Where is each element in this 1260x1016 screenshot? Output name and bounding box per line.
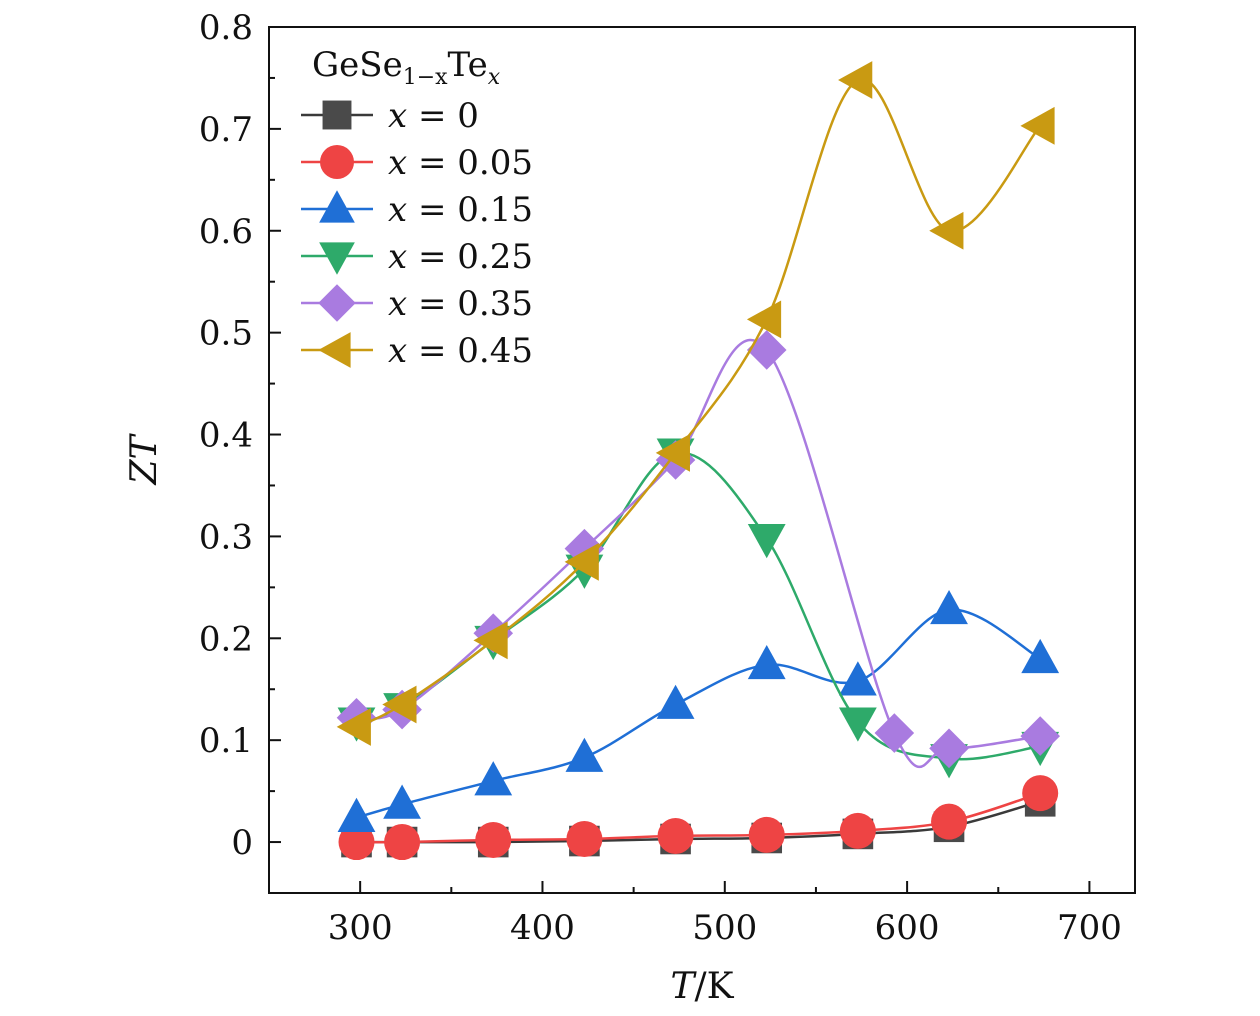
series-curve — [356, 608, 1041, 819]
legend-title: GeSe1−xTex — [312, 45, 501, 90]
legend-label: x = 0 — [388, 96, 479, 136]
x-tick-label: 700 — [1057, 908, 1122, 948]
triangle-left-marker — [318, 332, 351, 368]
circle-marker — [475, 822, 512, 859]
triangle-up-marker — [656, 684, 695, 719]
y-tick-label: 0.4 — [199, 416, 253, 456]
y-tick-label: 0.1 — [199, 721, 253, 761]
diamond-marker — [1020, 716, 1060, 756]
series-curve — [356, 339, 1041, 769]
triangle-left-marker — [838, 61, 873, 99]
y-tick-label: 0.6 — [199, 212, 253, 252]
series-curve — [356, 451, 1041, 761]
triangle-left-marker — [929, 211, 964, 250]
triangle-down-marker — [747, 524, 786, 559]
triangle-left-marker — [746, 300, 782, 339]
triangle-up-marker — [337, 797, 376, 833]
legend: GeSe1−xTex x = 0 x = 0.05 x = 0.15 x = 0.25… — [301, 45, 533, 371]
triangle-down-marker — [838, 707, 877, 742]
legend-label: x = 0.15 — [388, 190, 533, 230]
triangle-left-marker — [473, 621, 508, 660]
triangle-left-marker — [564, 542, 599, 581]
x-tick-label: 300 — [328, 908, 393, 948]
legend-entry: x = 0.45 — [301, 331, 533, 371]
triangle-up-marker — [319, 190, 355, 223]
y-tick-label: 0.8 — [199, 8, 253, 48]
series-triangle-up — [337, 589, 1060, 833]
x-tick-label: 400 — [510, 908, 575, 948]
y-tick-label: 0.7 — [199, 110, 253, 150]
y-tick-label: 0.3 — [199, 517, 253, 557]
axes: 300 400 500 600 700 0 0.1 0.2 0.3 0.4 0.5 0.6 0.7 0.… — [124, 8, 1136, 1007]
circle-marker — [1022, 775, 1059, 812]
y-tick-label: 0.2 — [199, 619, 253, 659]
legend-entry: x = 0.05 — [301, 143, 533, 183]
x-tick-label: 500 — [692, 908, 757, 948]
diamond-marker — [874, 713, 915, 753]
diamond-marker — [318, 284, 356, 322]
y-axis-title: ZT — [124, 433, 165, 486]
circle-marker — [320, 145, 354, 179]
x-tick-label: 600 — [875, 908, 940, 948]
circle-marker — [384, 824, 421, 861]
circle-marker — [839, 812, 876, 849]
series-diamond — [336, 330, 1060, 769]
legend-label: x = 0.05 — [388, 143, 533, 183]
y-tick-label: 0.5 — [199, 314, 253, 354]
series-circle — [338, 775, 1059, 861]
legend-label: x = 0.45 — [388, 331, 533, 371]
triangle-up-marker — [930, 589, 968, 625]
circle-marker — [338, 824, 375, 861]
legend-label: x = 0.35 — [388, 284, 533, 324]
x-axis-title: T/K — [670, 966, 734, 1007]
triangle-up-marker — [838, 661, 877, 696]
series-triangle-left — [336, 61, 1055, 746]
triangle-left-marker — [1020, 106, 1055, 145]
triangle-up-marker — [565, 737, 604, 772]
circle-marker — [931, 803, 968, 840]
series-curve — [355, 77, 1042, 729]
legend-label: x = 0.25 — [388, 237, 533, 277]
y-tick-label: 0 — [231, 823, 253, 863]
legend-entry: x = 0.35 — [301, 284, 533, 324]
triangle-up-marker — [1021, 638, 1060, 674]
triangle-up-marker — [747, 644, 786, 680]
triangle-down-marker — [319, 242, 355, 275]
y-ticks: 0 0.1 0.2 0.3 0.4 0.5 0.6 0.7 0.8 — [199, 8, 281, 863]
legend-entry: x = 0.25 — [301, 237, 533, 277]
triangle-up-marker — [474, 761, 513, 796]
x-ticks: 300 400 500 600 700 — [328, 881, 1122, 948]
triangle-left-marker — [382, 685, 417, 724]
plot-frame — [268, 26, 1136, 894]
triangle-left-marker — [336, 708, 371, 746]
square-marker — [322, 100, 352, 130]
circle-marker — [566, 821, 603, 858]
plot-area — [336, 61, 1060, 861]
triangle-up-marker — [383, 784, 421, 819]
triangle-left-marker — [655, 433, 690, 472]
circle-marker — [748, 816, 785, 853]
diamond-marker — [929, 728, 969, 769]
legend-entry: x = 0 — [301, 96, 479, 136]
legend-entry: x = 0.15 — [301, 190, 533, 230]
circle-marker — [657, 817, 694, 854]
